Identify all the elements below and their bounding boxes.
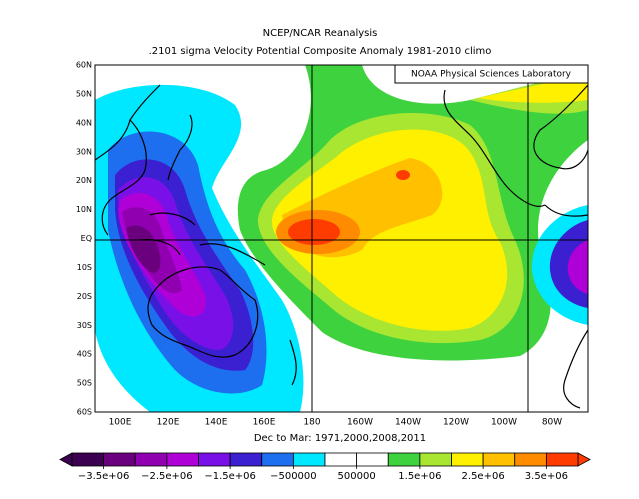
colorbar-box — [324, 452, 358, 467]
colorbar-box — [356, 452, 389, 467]
lat-label: 10S — [77, 263, 92, 272]
colorbar-box — [482, 452, 516, 467]
lat-label: 10N — [76, 205, 92, 214]
colorbar-end — [577, 452, 591, 467]
colorbar-label: −1.5e+06 — [204, 471, 256, 482]
lat-label: 60N — [76, 61, 92, 70]
colorbar-box — [229, 452, 263, 467]
credit-box — [394, 64, 589, 84]
lon-label: 160E — [253, 418, 276, 428]
lon-label: 120W — [443, 418, 469, 428]
colorbar-label: −2.5e+06 — [141, 471, 193, 482]
colorbar-box — [71, 452, 105, 467]
lat-label: 60S — [77, 408, 92, 417]
map-frame — [94, 64, 589, 413]
colorbar-box — [419, 452, 452, 467]
lon-label: 180 — [303, 418, 320, 428]
lat-label: 40S — [77, 350, 92, 359]
lon-label: 140E — [205, 418, 228, 428]
colorbar-box — [261, 452, 294, 467]
lat-label: 30N — [76, 147, 92, 156]
colorbar-box — [545, 452, 579, 467]
lon-label: 100W — [491, 418, 517, 428]
colorbar-box — [292, 452, 326, 467]
lat-label: EQ — [81, 234, 92, 243]
title: NCEP/NCAR Reanalysis — [263, 28, 378, 39]
colorbar-box — [198, 452, 231, 467]
lon-label: 80W — [542, 418, 562, 428]
colorbar-label: 1.5e+06 — [398, 471, 441, 482]
colorbar-label: −3.5e+06 — [78, 471, 130, 482]
colorbar-label: 2.5e+06 — [462, 471, 505, 482]
lat-label: 50S — [77, 379, 92, 388]
lat-label: 40N — [76, 118, 92, 127]
colorbar-box — [103, 452, 136, 467]
map-field — [95, 65, 588, 412]
colorbar-box — [514, 452, 547, 467]
colorbar-box — [134, 452, 168, 467]
colorbar-box — [166, 452, 199, 467]
colorbar-label: 3.5e+06 — [525, 471, 568, 482]
period: Dec to Mar: 1971,2000,2008,2011 — [254, 433, 426, 444]
lat-label: 50N — [76, 89, 92, 98]
colorbar-label: 500000 — [338, 471, 376, 482]
lat-label: 20N — [76, 176, 92, 185]
lon-label: 140W — [395, 418, 421, 428]
axis-labels: 60N 50N 40N 30N 20N 10N EQ 10S 20S 30S 40S 50S 60S 10… — [76, 61, 562, 428]
lat-label: 20S — [77, 292, 92, 301]
colorbar: −3.5e+06 −2.5e+06 −1.5e+06 −500000 500000 1.5… — [59, 452, 591, 482]
credit: NOAA Physical Sciences Laboratory — [411, 70, 572, 80]
colorbar-box — [387, 452, 421, 467]
colorbar-label: −500000 — [270, 471, 317, 482]
lon-label: 160W — [347, 418, 373, 428]
colorbar-end — [59, 452, 73, 467]
colorbar-box — [451, 452, 484, 467]
subtitle: .2101 sigma Velocity Potential Composite… — [149, 46, 492, 57]
lon-label: 100E — [109, 418, 132, 428]
lon-label: 120E — [157, 418, 180, 428]
lat-label: 30S — [77, 321, 92, 330]
